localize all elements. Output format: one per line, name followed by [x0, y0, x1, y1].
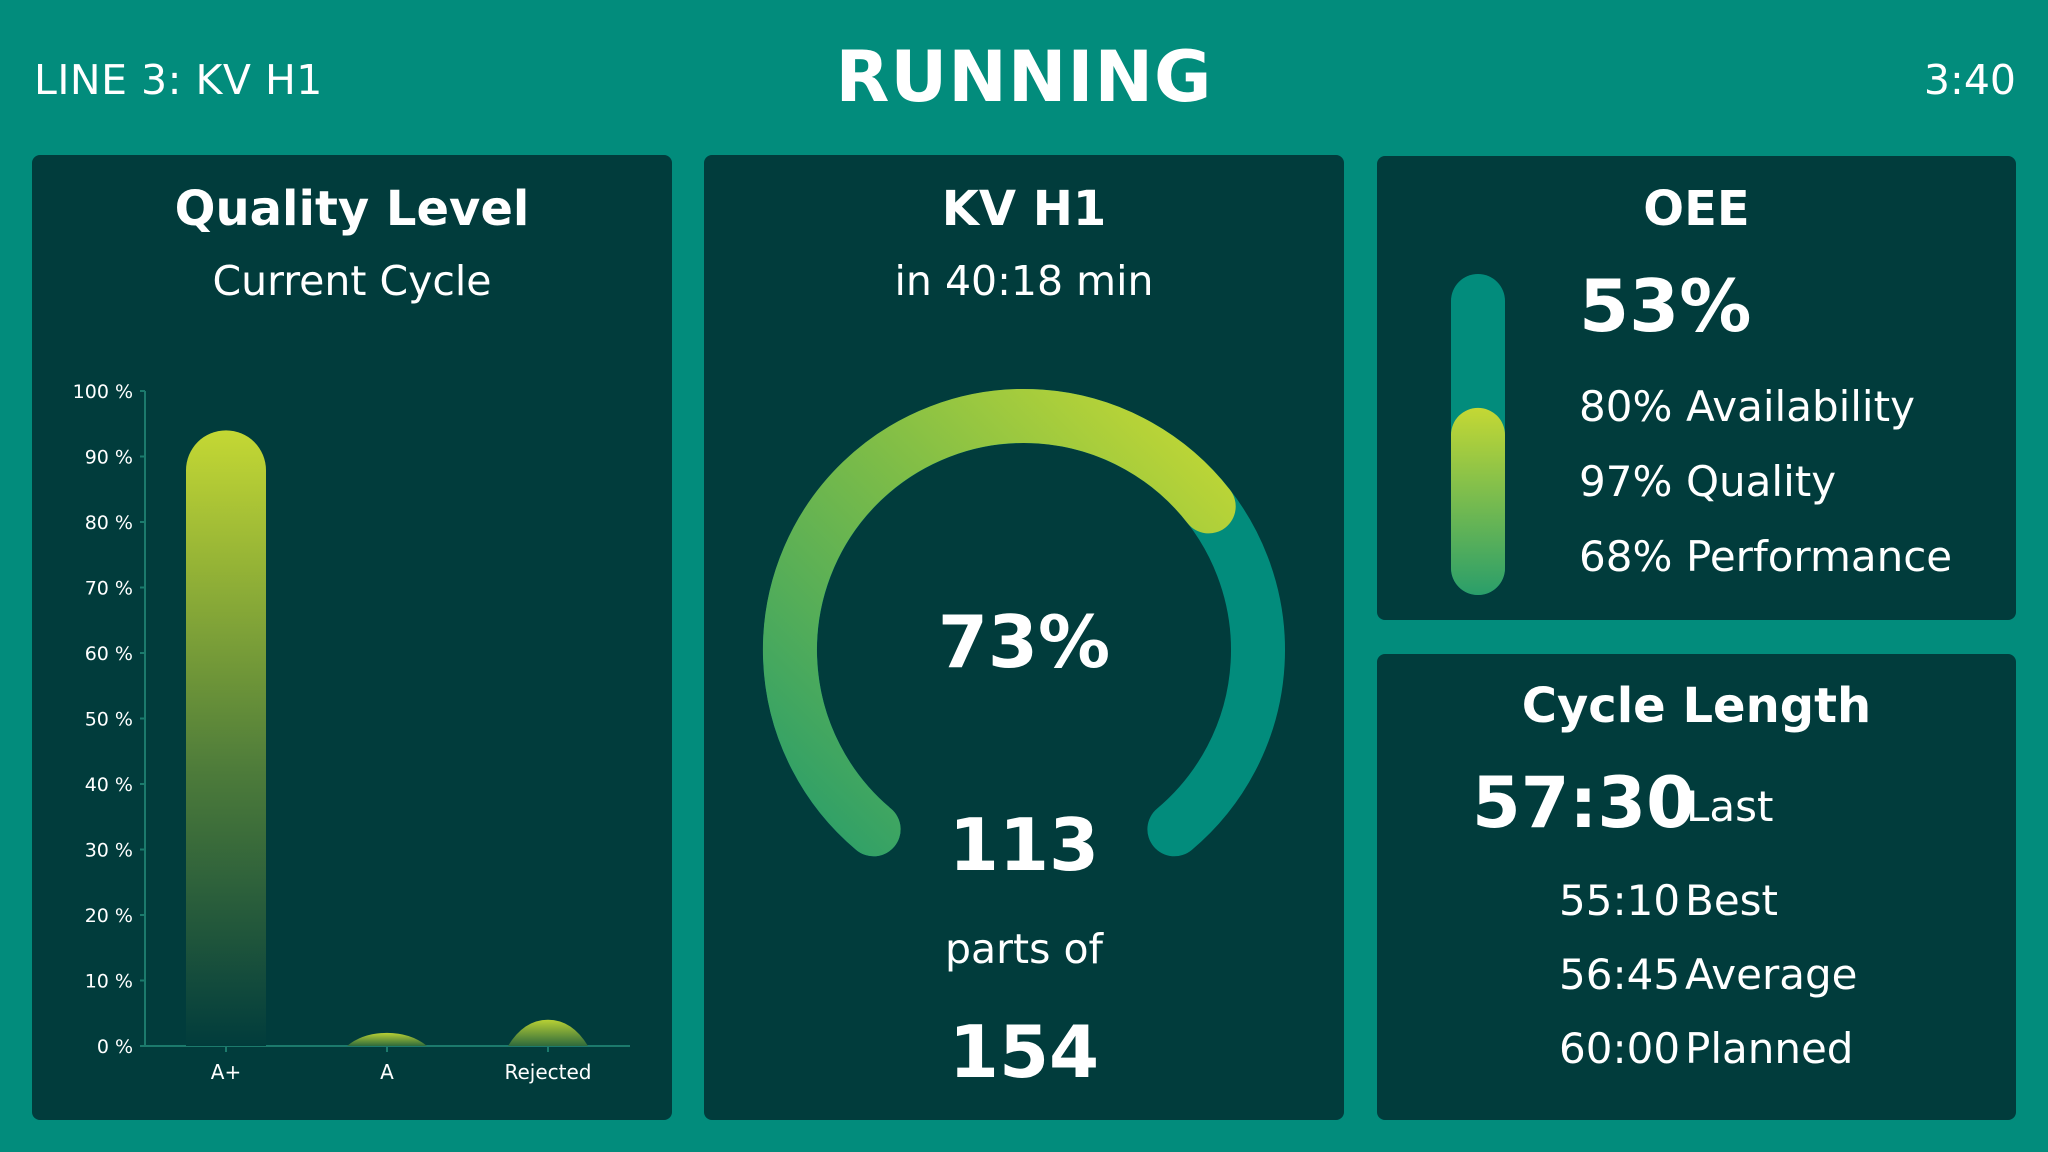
y-tick-label: 70 %: [85, 578, 133, 600]
y-tick-label: 80 %: [85, 512, 133, 534]
cycle-last-value: 57:30: [1472, 762, 1695, 844]
y-tick-label: 90 %: [85, 447, 133, 469]
oee-metric-availability: 80% Availability: [1579, 382, 1915, 431]
y-tick-label: 50 %: [85, 709, 133, 731]
y-tick-label: 0 %: [97, 1036, 133, 1058]
x-tick-label: Rejected: [504, 1060, 591, 1084]
progress-ring-fill: [762, 388, 1236, 857]
progress-percent: 73%: [937, 600, 1111, 684]
cycle-panel-title: Cycle Length: [1521, 678, 1872, 734]
y-tick-label: 20 %: [85, 905, 133, 927]
cycle-row-label: Planned: [1685, 1024, 1854, 1073]
progress-ring: [762, 388, 1285, 857]
cycle-row-best: 55:10 Best: [1559, 876, 1778, 925]
oee-metric-label: Availability: [1686, 382, 1915, 431]
cycle-length-panel: Cycle Length 57:30 Last 55:10 Best 56:45 A…: [1377, 654, 2016, 1120]
oee-level-fill: [1451, 407, 1505, 595]
cycle-row-label: Average: [1685, 950, 1858, 999]
oee-metric-performance: 68% Performance: [1579, 532, 1952, 581]
parts-count: 113: [948, 803, 1100, 887]
oee-value: 53%: [1579, 264, 1752, 348]
cycle-row-label: Best: [1685, 876, 1779, 925]
quality-panel-title: Quality Level: [174, 181, 530, 237]
parts-of-label: parts of: [945, 925, 1103, 973]
bar-a: [186, 430, 266, 1046]
y-tick-label: 10 %: [85, 971, 133, 993]
quality-bar-chart: 0 % 10 % 20 % 30 % 40 % 50 % 60 % 70 % 80 % 90 % 1…: [73, 381, 630, 1084]
oee-metric-label: Performance: [1686, 532, 1953, 581]
oee-panel: OEE 53% 80% Availability 97% Quality 68% Pe…: [1377, 156, 2016, 620]
oee-level-bar: [1451, 274, 1505, 595]
y-tick-label: 60 %: [85, 643, 133, 665]
clock: 3:40: [1923, 56, 2016, 104]
kv-panel-subtitle: in 40:18 min: [894, 257, 1154, 305]
y-tick-label: 30 %: [85, 840, 133, 862]
cycle-row-average: 56:45 Average: [1559, 950, 1857, 999]
cycle-row-value: 60:00: [1559, 1024, 1681, 1073]
oee-metric-value: 80%: [1579, 382, 1673, 431]
quality-panel-subtitle: Current Cycle: [212, 257, 492, 305]
bar-rejected: [508, 1019, 588, 1046]
parts-total: 154: [948, 1010, 1100, 1094]
quality-level-panel: Quality Level Current Cycle 0 % 10 % 20 % 3…: [32, 155, 672, 1120]
line-label: LINE 3: KV H1: [34, 56, 323, 104]
cycle-row-value: 55:10: [1559, 876, 1681, 925]
cycle-row-value: 56:45: [1559, 950, 1681, 999]
oee-metric-value: 68%: [1579, 532, 1673, 581]
oee-metric-quality: 97% Quality: [1579, 457, 1836, 506]
x-tick-label: A: [380, 1060, 394, 1084]
kv-panel-title: KV H1: [941, 181, 1107, 237]
y-tick-label: 40 %: [85, 774, 133, 796]
x-tick-label: A+: [211, 1060, 241, 1084]
status-title: RUNNING: [835, 36, 1213, 118]
oee-panel-title: OEE: [1643, 181, 1750, 237]
kv-progress-panel: KV H1 in 40:18 min 73% 113 parts of 154: [704, 155, 1344, 1120]
bar-a: [347, 1032, 427, 1046]
y-tick-label: 100 %: [73, 381, 133, 403]
cycle-row-planned: 60:00 Planned: [1559, 1024, 1853, 1073]
oee-metric-value: 97%: [1579, 457, 1673, 506]
cycle-last-label: Last: [1686, 782, 1774, 831]
oee-metric-label: Quality: [1686, 457, 1837, 506]
